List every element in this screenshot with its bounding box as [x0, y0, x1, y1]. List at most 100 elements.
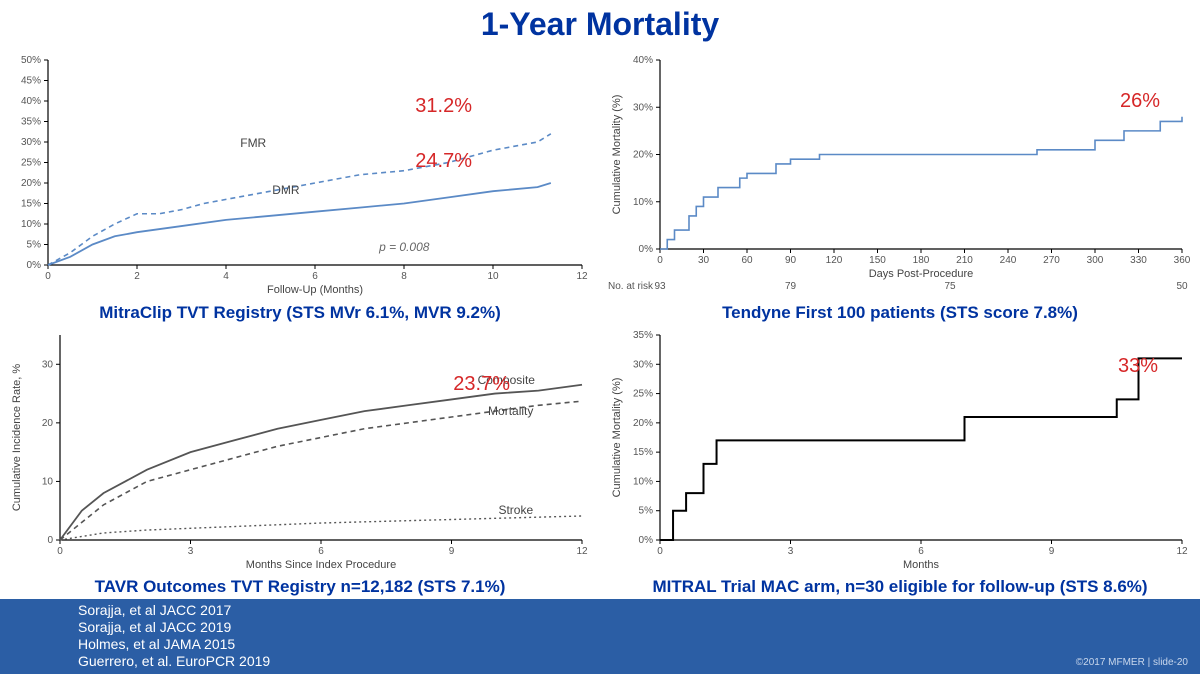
- svg-text:0%: 0%: [639, 244, 654, 255]
- svg-text:30: 30: [698, 255, 710, 266]
- svg-text:Cumulative Mortality (%): Cumulative Mortality (%): [611, 95, 623, 215]
- svg-text:30%: 30%: [21, 137, 41, 148]
- svg-text:10%: 10%: [633, 197, 653, 208]
- svg-text:No. at risk: No. at risk: [608, 281, 654, 292]
- svg-text:300: 300: [1087, 255, 1104, 266]
- svg-text:180: 180: [913, 255, 930, 266]
- svg-text:8: 8: [401, 271, 407, 282]
- p-value: p = 0.008: [379, 240, 429, 254]
- svg-text:10: 10: [42, 476, 54, 487]
- svg-text:Follow-Up (Months): Follow-Up (Months): [267, 284, 363, 296]
- svg-text:0: 0: [57, 546, 63, 557]
- svg-text:45%: 45%: [21, 76, 41, 87]
- svg-text:Cumulative Incidence Rate, %: Cumulative Incidence Rate, %: [11, 363, 23, 511]
- svg-text:Months: Months: [903, 559, 940, 571]
- chart-caption: MitraClip TVT Registry (STS MVr 6.1%, MV…: [0, 303, 600, 323]
- cell-topleft: 0%5%10%15%20%25%30%35%40%45%50%024681012…: [0, 50, 600, 325]
- svg-text:Cumulative Mortality (%): Cumulative Mortality (%): [611, 377, 623, 497]
- reference-line: Sorajja, et al JACC 2017: [78, 602, 1200, 619]
- svg-text:6: 6: [318, 546, 324, 557]
- svg-text:10: 10: [487, 271, 499, 282]
- svg-text:20: 20: [42, 417, 54, 428]
- series-label: Stroke: [498, 503, 533, 517]
- svg-text:Days Post-Procedure: Days Post-Procedure: [869, 268, 974, 280]
- svg-text:12: 12: [576, 546, 588, 557]
- svg-text:15%: 15%: [21, 199, 41, 210]
- endpoint-annotation: 24.7%: [415, 150, 472, 173]
- chart-svg: 0 10 20 30 0 3 6 9 12 Months Since Index Procedur…: [0, 325, 600, 574]
- chart-svg: 0%5%10%15%20%25%30%35%40%45%50%024681012…: [0, 50, 600, 299]
- svg-text:50%: 50%: [21, 55, 41, 66]
- endpoint-annotation: 26%: [1120, 90, 1160, 113]
- svg-text:3: 3: [788, 546, 794, 557]
- svg-text:15%: 15%: [633, 447, 653, 458]
- reference-line: Sorajja, et al JACC 2019: [78, 619, 1200, 636]
- svg-text:75: 75: [944, 281, 956, 292]
- svg-text:25%: 25%: [633, 388, 653, 399]
- svg-text:20%: 20%: [633, 150, 653, 161]
- series-label: FMR: [240, 136, 266, 150]
- chart-grid: 0%5%10%15%20%25%30%35%40%45%50%024681012…: [0, 50, 1200, 599]
- svg-text:150: 150: [869, 255, 886, 266]
- svg-text:30%: 30%: [633, 359, 653, 370]
- svg-text:240: 240: [1000, 255, 1017, 266]
- svg-text:12: 12: [576, 271, 588, 282]
- svg-text:270: 270: [1043, 255, 1060, 266]
- svg-text:0: 0: [657, 255, 663, 266]
- svg-text:40%: 40%: [633, 55, 653, 66]
- svg-text:30: 30: [42, 359, 54, 370]
- svg-text:330: 330: [1130, 255, 1147, 266]
- svg-text:93: 93: [654, 281, 666, 292]
- reference-line: Guerrero, et al. EuroPCR 2019: [78, 653, 1200, 670]
- svg-text:9: 9: [449, 546, 455, 557]
- slide-meta: ©2017 MFMER | slide-20: [1076, 657, 1188, 668]
- series-label: DMR: [272, 183, 299, 197]
- svg-text:25%: 25%: [21, 158, 41, 169]
- svg-text:0%: 0%: [27, 260, 42, 271]
- svg-text:60: 60: [741, 255, 753, 266]
- svg-text:3: 3: [188, 546, 194, 557]
- svg-text:20%: 20%: [21, 178, 41, 189]
- cell-bottomright: 0%5%10%15%20%25%30%35%036912MonthsCumula…: [600, 325, 1200, 600]
- page-title: 1-Year Mortality: [0, 0, 1200, 43]
- endpoint-annotation: 33%: [1118, 355, 1158, 378]
- svg-text:2: 2: [134, 271, 140, 282]
- chart-caption: TAVR Outcomes TVT Registry n=12,182 (STS…: [0, 577, 600, 597]
- chart-caption: Tendyne First 100 patients (STS score 7.…: [600, 303, 1200, 323]
- svg-text:6: 6: [918, 546, 924, 557]
- svg-text:9: 9: [1049, 546, 1055, 557]
- chart-caption: MITRAL Trial MAC arm, n=30 eligible for …: [600, 577, 1200, 597]
- svg-text:120: 120: [826, 255, 843, 266]
- series-label: Mortality: [488, 404, 533, 418]
- cell-topright: 0% 10% 20% 30% 40% 0 30 60 90 120 150 180 210 240 270 3…: [600, 50, 1200, 325]
- series-FMR: [48, 134, 551, 265]
- series-Mortality: [60, 401, 582, 540]
- cell-bottomleft: 0 10 20 30 0 3 6 9 12 Months Since Index Procedur…: [0, 325, 600, 600]
- svg-text:360: 360: [1174, 255, 1191, 266]
- svg-text:210: 210: [956, 255, 973, 266]
- svg-text:35%: 35%: [633, 330, 653, 341]
- svg-text:Months Since Index Procedure: Months Since Index Procedure: [246, 559, 396, 571]
- svg-text:10%: 10%: [21, 219, 41, 230]
- svg-text:0: 0: [45, 271, 51, 282]
- chart-svg: 0% 10% 20% 30% 40% 0 30 60 90 120 150 180 210 240 270 3…: [600, 50, 1200, 299]
- endpoint-annotation: 23.7%: [453, 373, 510, 396]
- svg-text:90: 90: [785, 255, 797, 266]
- svg-text:10%: 10%: [633, 476, 653, 487]
- reference-line: Holmes, et al JAMA 2015: [78, 636, 1200, 653]
- series-mortality: [660, 358, 1182, 540]
- svg-text:50: 50: [1176, 281, 1188, 292]
- svg-text:79: 79: [785, 281, 797, 292]
- svg-text:0: 0: [657, 546, 663, 557]
- svg-text:5%: 5%: [27, 240, 42, 251]
- endpoint-annotation: 31.2%: [415, 95, 472, 118]
- svg-text:4: 4: [223, 271, 229, 282]
- chart-svg: 0%5%10%15%20%25%30%35%036912MonthsCumula…: [600, 325, 1200, 574]
- svg-text:30%: 30%: [633, 102, 653, 113]
- svg-text:0: 0: [47, 535, 53, 546]
- footer-bar: Sorajja, et al JACC 2017Sorajja, et al J…: [0, 599, 1200, 674]
- series-mortality: [660, 117, 1182, 249]
- svg-text:5%: 5%: [639, 505, 654, 516]
- svg-text:12: 12: [1176, 546, 1188, 557]
- svg-text:0%: 0%: [639, 535, 654, 546]
